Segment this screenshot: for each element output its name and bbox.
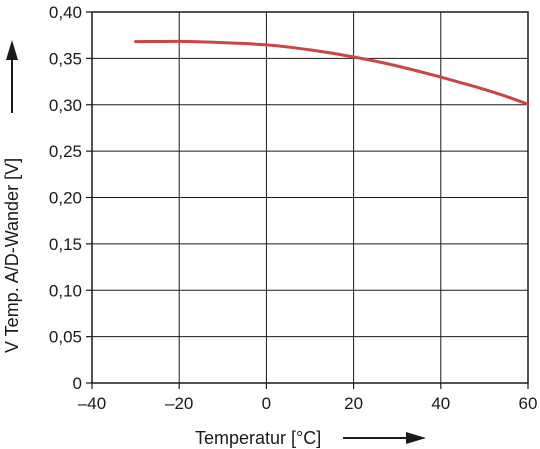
y-axis-title: V Temp. A/D-Wander [V] xyxy=(2,158,22,353)
x-tick-label: –20 xyxy=(165,394,193,413)
y-tick-label: 0,20 xyxy=(49,189,82,208)
y-tick-label: 0 xyxy=(73,374,82,393)
x-tick-label: –40 xyxy=(78,394,106,413)
x-axis-arrow xyxy=(343,432,426,444)
y-axis-tick-labels: 0 0,05 0,10 0,15 0,20 0,25 0,30 0,35 0,40 xyxy=(49,3,82,393)
y-axis-arrow xyxy=(6,40,18,113)
y-tick-label: 0,35 xyxy=(49,49,82,68)
y-tick-label: 0,10 xyxy=(49,281,82,300)
y-tick-label: 0,15 xyxy=(49,235,82,254)
y-tick-label: 0,40 xyxy=(49,3,82,22)
x-tick-label: 20 xyxy=(344,394,363,413)
grid xyxy=(91,11,529,384)
x-axis-title: Temperatur [°C] xyxy=(195,428,321,448)
x-tick-label: 0 xyxy=(262,394,271,413)
y-tick-label: 0,30 xyxy=(49,96,82,115)
y-tick-label: 0,05 xyxy=(49,328,82,347)
x-tick-label: 40 xyxy=(431,394,450,413)
x-tick-label: 60 xyxy=(519,394,538,413)
series-line xyxy=(134,39,530,106)
series-layer xyxy=(134,39,530,106)
x-axis-tick-labels: –40 –20 0 20 40 60 xyxy=(78,394,538,413)
axis-ticks xyxy=(86,11,529,389)
y-tick-label: 0,25 xyxy=(49,142,82,161)
